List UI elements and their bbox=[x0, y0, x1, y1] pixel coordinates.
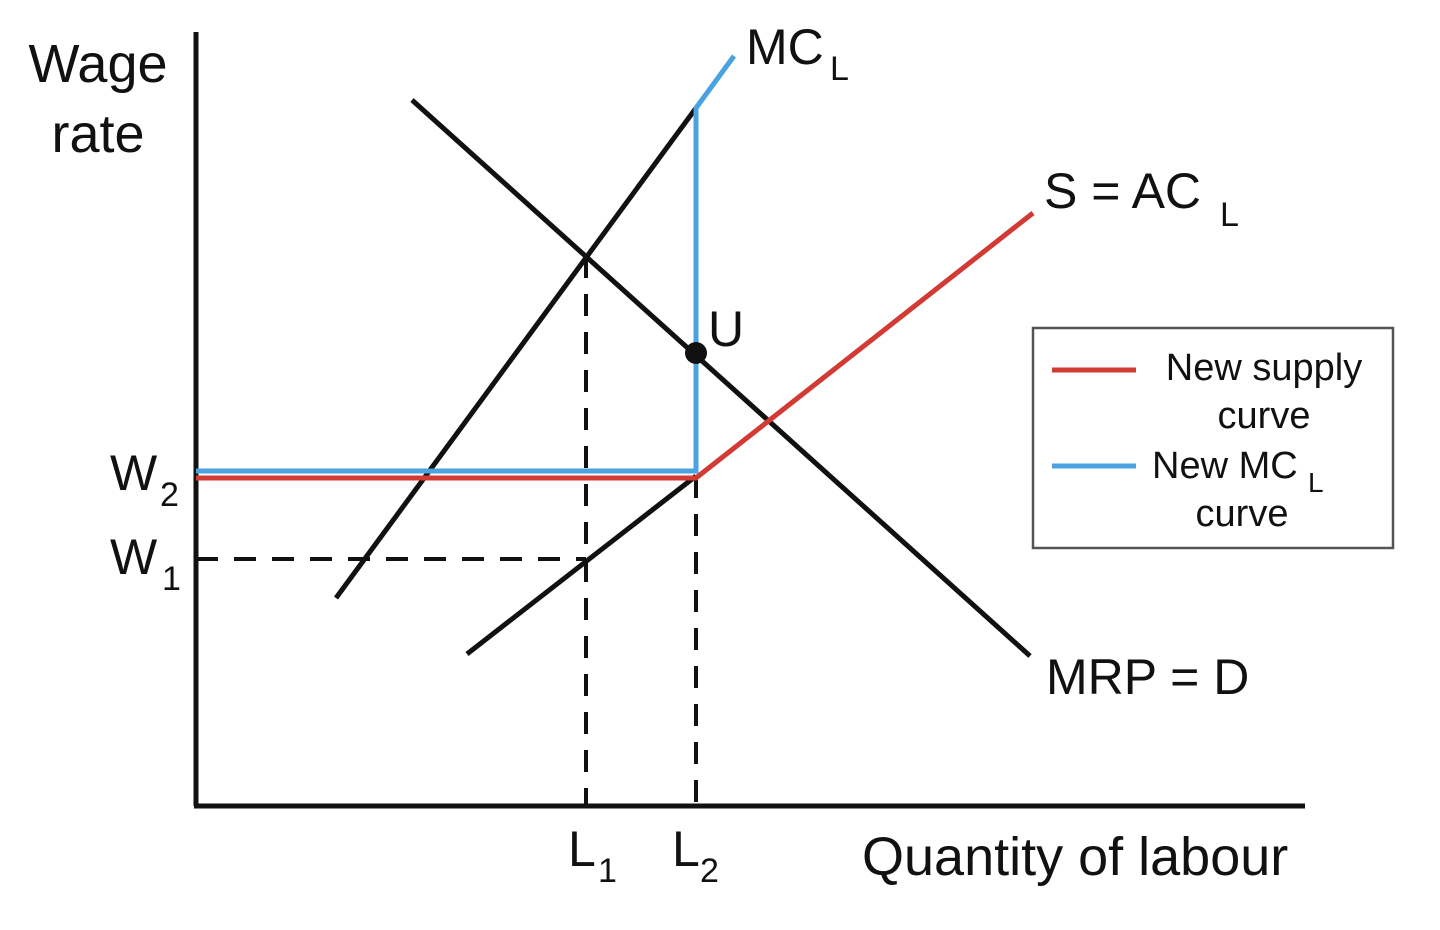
l2-label-subscript: 2 bbox=[700, 852, 719, 890]
original-supply-curve bbox=[465, 474, 698, 656]
w2-label: W bbox=[110, 445, 158, 501]
original-mc-curve bbox=[333, 106, 699, 600]
legend-new-supply-label-line2: curve bbox=[1218, 395, 1311, 437]
l1-label-subscript: 1 bbox=[598, 852, 617, 890]
y-axis-label-line1: Wage bbox=[28, 34, 167, 94]
x-axis-label: Quantity of labour bbox=[862, 827, 1288, 887]
w1-label-subscript: 1 bbox=[162, 560, 181, 598]
point-u-marker bbox=[685, 342, 707, 364]
w1-label: W bbox=[110, 529, 158, 585]
demand-curve-label: MRP = D bbox=[1046, 649, 1249, 705]
legend-new-supply-label-line1: New supply bbox=[1166, 347, 1362, 389]
point-u-label: U bbox=[708, 301, 744, 357]
legend: New supply curve New MC L curve bbox=[1031, 326, 1395, 550]
supply-curve-label-subscript: L bbox=[1220, 196, 1239, 234]
legend-new-mc-label-line1: New MC bbox=[1152, 445, 1298, 487]
new-mc-curve bbox=[196, 54, 737, 474]
mc-curve-label-subscript: L bbox=[830, 50, 849, 88]
legend-new-mc-label-line1-subscript: L bbox=[1308, 467, 1324, 498]
w2-label-subscript: 2 bbox=[160, 476, 179, 514]
new-supply-curve bbox=[196, 211, 1035, 481]
supply-curve-label: S = AC bbox=[1044, 163, 1201, 219]
legend-new-mc-label-line2: curve bbox=[1196, 493, 1289, 535]
l1-label: L bbox=[568, 821, 596, 877]
l2-label: L bbox=[672, 821, 700, 877]
mc-curve-label: MC bbox=[746, 19, 824, 75]
mrp-demand-curve bbox=[410, 98, 1032, 658]
y-axis-label-line2: rate bbox=[51, 104, 144, 164]
legend-box bbox=[1031, 326, 1395, 550]
